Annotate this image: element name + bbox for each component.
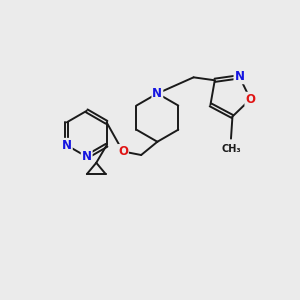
Text: N: N <box>235 70 244 83</box>
Text: N: N <box>62 139 72 152</box>
Text: N: N <box>152 87 162 100</box>
Text: O: O <box>245 93 255 106</box>
Text: N: N <box>82 150 92 163</box>
Text: O: O <box>118 145 128 158</box>
Text: CH₃: CH₃ <box>221 144 241 154</box>
